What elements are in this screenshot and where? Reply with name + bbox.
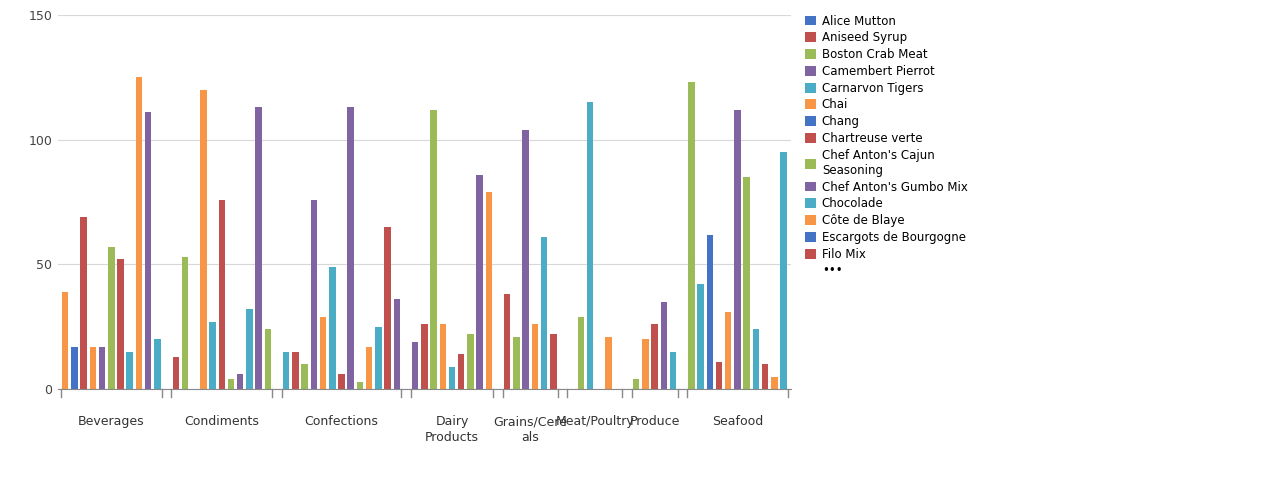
Bar (201, 90, 207, 389)
Bar (81, 217, 87, 389)
Bar (458, 354, 464, 389)
Bar (385, 227, 391, 389)
Bar (256, 107, 262, 389)
Bar (246, 309, 252, 389)
Bar (513, 337, 520, 389)
Bar (154, 339, 161, 389)
Bar (633, 379, 639, 389)
Bar (412, 342, 418, 389)
Bar (661, 302, 667, 389)
Bar (62, 292, 68, 389)
Bar (99, 347, 105, 389)
Bar (329, 267, 336, 389)
Bar (320, 317, 327, 389)
Text: Seafood: Seafood (712, 415, 763, 429)
Bar (376, 327, 382, 389)
Bar (531, 324, 538, 389)
Legend: Alice Mutton, Aniseed Syrup, Boston Crab Meat, Camembert Pierrot, Carnarvon Tige: Alice Mutton, Aniseed Syrup, Boston Crab… (804, 13, 968, 278)
Bar (734, 110, 741, 389)
Bar (347, 107, 354, 389)
Bar (550, 334, 557, 389)
Bar (394, 299, 400, 389)
Bar (421, 324, 428, 389)
Bar (772, 377, 778, 389)
Bar (522, 130, 529, 389)
Bar (126, 352, 132, 389)
Bar (301, 364, 307, 389)
Bar (652, 324, 658, 389)
Bar (716, 362, 723, 389)
Text: Condiments: Condiments (184, 415, 260, 429)
Bar (219, 200, 225, 389)
Bar (761, 364, 768, 389)
Bar (642, 339, 648, 389)
Bar (108, 247, 114, 389)
Bar (431, 110, 437, 389)
Bar (145, 112, 152, 389)
Text: Confections: Confections (305, 415, 378, 429)
Bar (725, 312, 732, 389)
Bar (486, 192, 493, 389)
Bar (440, 324, 446, 389)
Bar (71, 347, 77, 389)
Text: Produce: Produce (629, 415, 680, 429)
Text: Grains/Cere
als: Grains/Cere als (494, 415, 567, 445)
Bar (670, 352, 676, 389)
Bar (706, 235, 712, 389)
Bar (743, 177, 750, 389)
Bar (356, 382, 363, 389)
Bar (237, 374, 243, 389)
Bar (467, 334, 473, 389)
Bar (283, 352, 289, 389)
Bar (541, 237, 548, 389)
Bar (228, 379, 234, 389)
Bar (577, 317, 584, 389)
Text: Meat/Poultry: Meat/Poultry (556, 415, 634, 429)
Bar (367, 347, 373, 389)
Bar (338, 374, 345, 389)
Text: Dairy
Products: Dairy Products (424, 415, 478, 445)
Bar (292, 352, 298, 389)
Bar (586, 102, 593, 389)
Bar (117, 259, 123, 389)
Bar (752, 329, 759, 389)
Bar (311, 200, 318, 389)
Bar (781, 152, 787, 389)
Bar (476, 175, 482, 389)
Bar (90, 347, 96, 389)
Bar (181, 257, 188, 389)
Bar (136, 77, 143, 389)
Bar (688, 82, 694, 389)
Text: Beverages: Beverages (78, 415, 144, 429)
Bar (449, 367, 455, 389)
Bar (172, 357, 179, 389)
Bar (697, 284, 703, 389)
Bar (210, 322, 216, 389)
Bar (606, 337, 612, 389)
Bar (504, 294, 511, 389)
Bar (265, 329, 271, 389)
